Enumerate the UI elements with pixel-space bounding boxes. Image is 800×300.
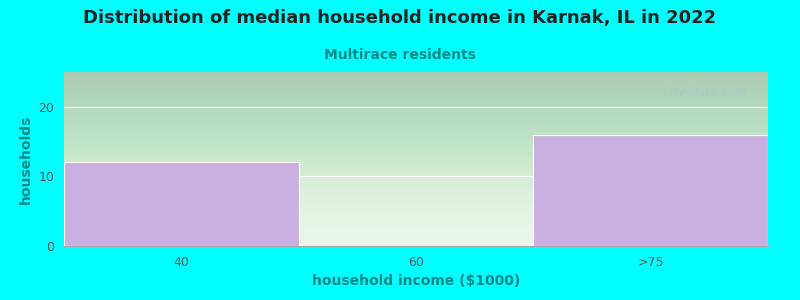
Bar	[64, 163, 298, 246]
Bar	[534, 135, 768, 246]
Text: Distribution of median household income in Karnak, IL in 2022: Distribution of median household income …	[83, 9, 717, 27]
X-axis label: household income ($1000): household income ($1000)	[312, 274, 520, 288]
Y-axis label: households: households	[19, 114, 33, 204]
Text: City-Data.com: City-Data.com	[662, 86, 747, 99]
Text: Multirace residents: Multirace residents	[324, 48, 476, 62]
